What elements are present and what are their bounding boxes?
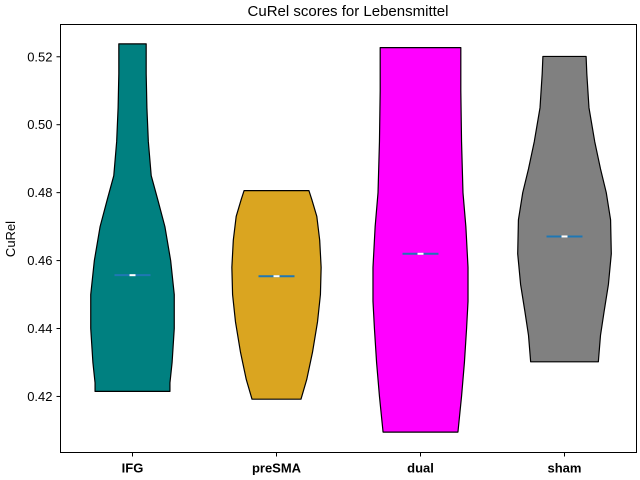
y-axis-label: CuRel <box>3 221 18 257</box>
y-tick-label: 0.42 <box>27 389 52 404</box>
axes-layer: 0.42 0.44 0.46 0.48 0.50 0.52 IFG preSMA dual sha… <box>27 49 581 475</box>
violin-ifg <box>90 43 175 392</box>
x-tick-label: IFG <box>122 461 144 476</box>
violin-dual <box>372 47 469 433</box>
plot-frame <box>60 24 637 453</box>
chart-title: CuRel scores for Lebensmittel <box>248 3 449 20</box>
y-tick-label: 0.48 <box>27 185 52 200</box>
x-tick-label: sham <box>548 461 582 476</box>
y-tick-label: 0.44 <box>27 321 52 336</box>
y-tick-label: 0.52 <box>27 49 52 64</box>
violin-sham <box>517 55 612 363</box>
y-tick-label: 0.50 <box>27 117 52 132</box>
x-tick-label: dual <box>407 461 434 476</box>
x-tick-label: preSMA <box>252 461 302 476</box>
violins-layer <box>90 43 612 433</box>
violin-presma <box>231 190 322 400</box>
y-tick-label: 0.46 <box>27 253 52 268</box>
